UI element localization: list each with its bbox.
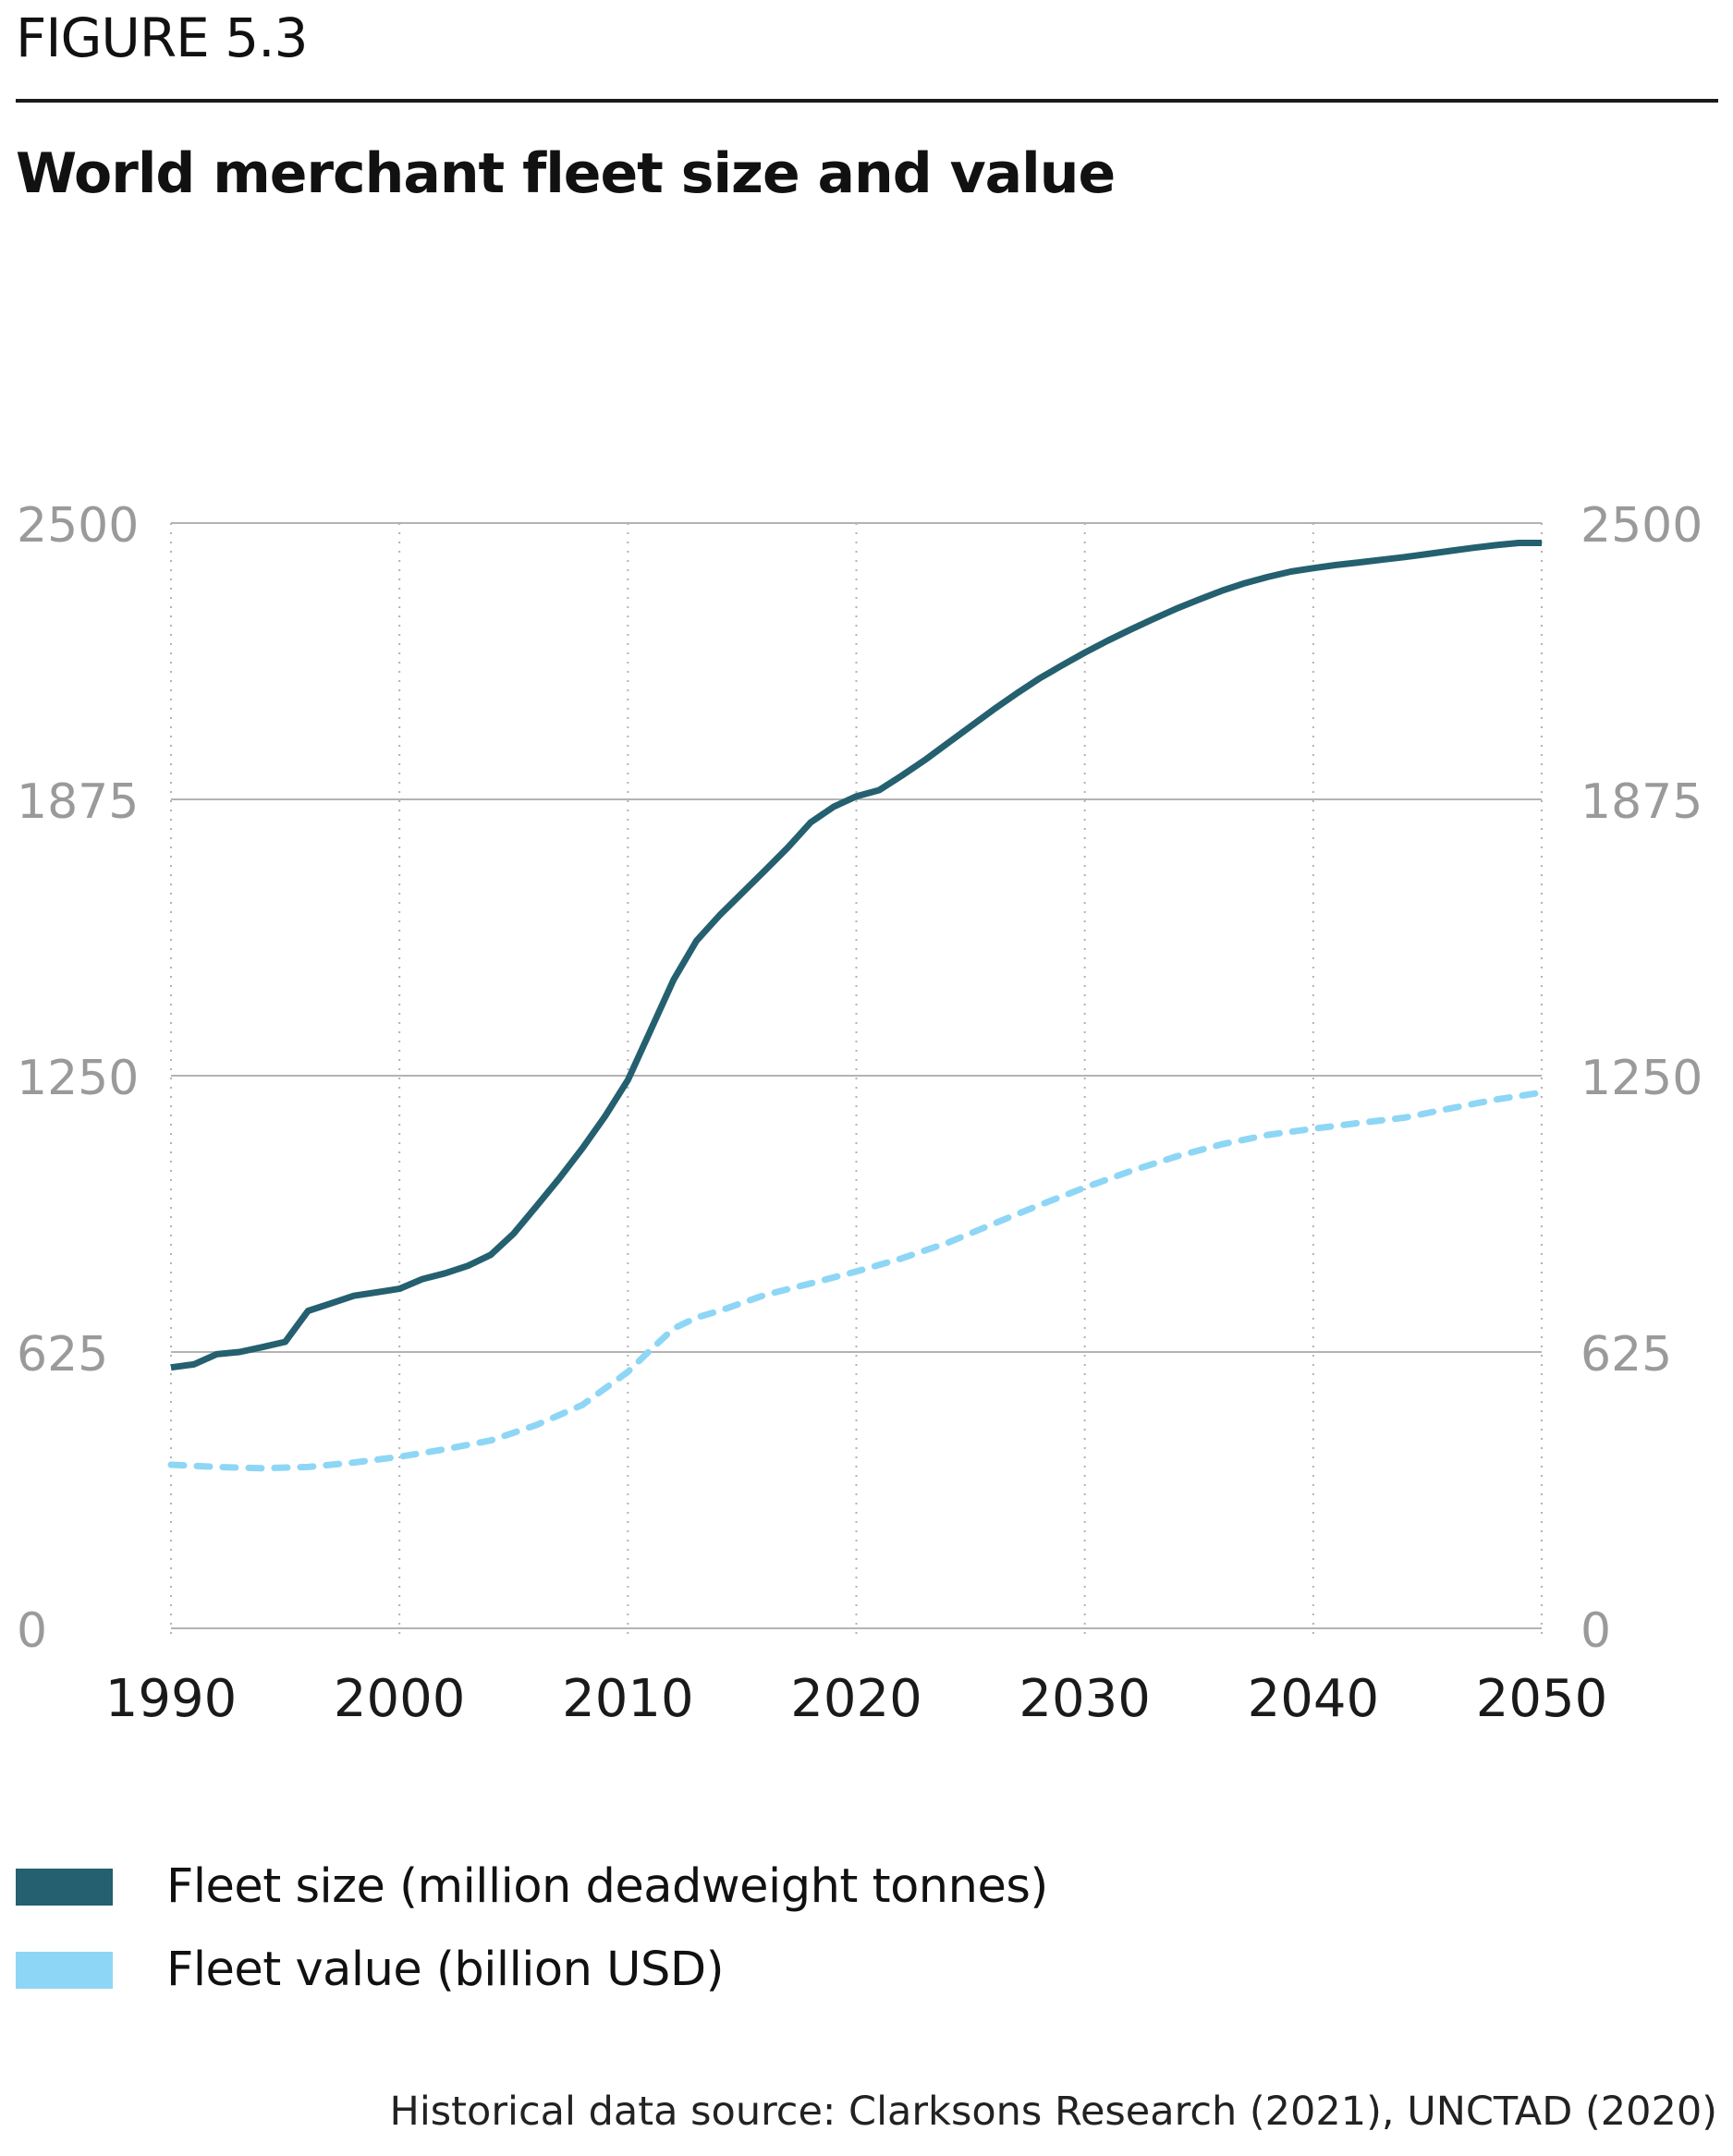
y-tick-label-left: 625 [17,1327,108,1383]
x-tick-label: 1990 [105,1669,238,1729]
legend-swatch-fleet-size [16,1869,113,1906]
x-tick-label: 2050 [1476,1669,1608,1729]
y-tick-label-right: 0 [1580,1603,1611,1659]
x-tick-label: 2010 [562,1669,694,1729]
x-tick-label: 2020 [790,1669,922,1729]
x-tick-label: 2000 [334,1669,466,1729]
y-tick-label-left: 1875 [17,774,139,830]
source-note: Historical data source: Clarksons Resear… [389,2089,1718,2135]
x-tick-label: 2030 [1019,1669,1151,1729]
axis-layer: 0 0 625 625 1250 1250 1875 1875 2500 2500 1990 2000… [17,498,1702,1729]
top-divider [16,99,1718,103]
series-layer [167,540,1545,1472]
y-tick-label-right: 1875 [1580,774,1702,830]
legend-label-fleet-size: Fleet size (million deadweight tonnes) [166,1859,1048,1914]
grid-layer [170,522,1543,1641]
x-tick-label: 2040 [1248,1669,1380,1729]
y-tick-label-right: 1250 [1580,1051,1702,1106]
y-tick-label-left: 0 [17,1603,47,1659]
series-line-fleet-value [167,1089,1545,1472]
legend-label-fleet-value: Fleet value (billion USD) [166,1943,725,1997]
line-chart: 0 0 625 625 1250 1250 1875 1875 2500 2500 1990 2000… [17,498,1702,1729]
y-tick-label-left: 2500 [17,498,139,554]
series-line-fleet-size [170,540,1542,1371]
figure-label: FIGURE 5.3 [16,6,308,69]
legend-swatch-fleet-value [16,1952,113,1989]
y-tick-label-right: 625 [1580,1327,1672,1383]
y-tick-label-left: 1250 [17,1051,139,1106]
chart-title: World merchant fleet size and value [16,141,1116,206]
y-tick-label-right: 2500 [1580,498,1702,554]
